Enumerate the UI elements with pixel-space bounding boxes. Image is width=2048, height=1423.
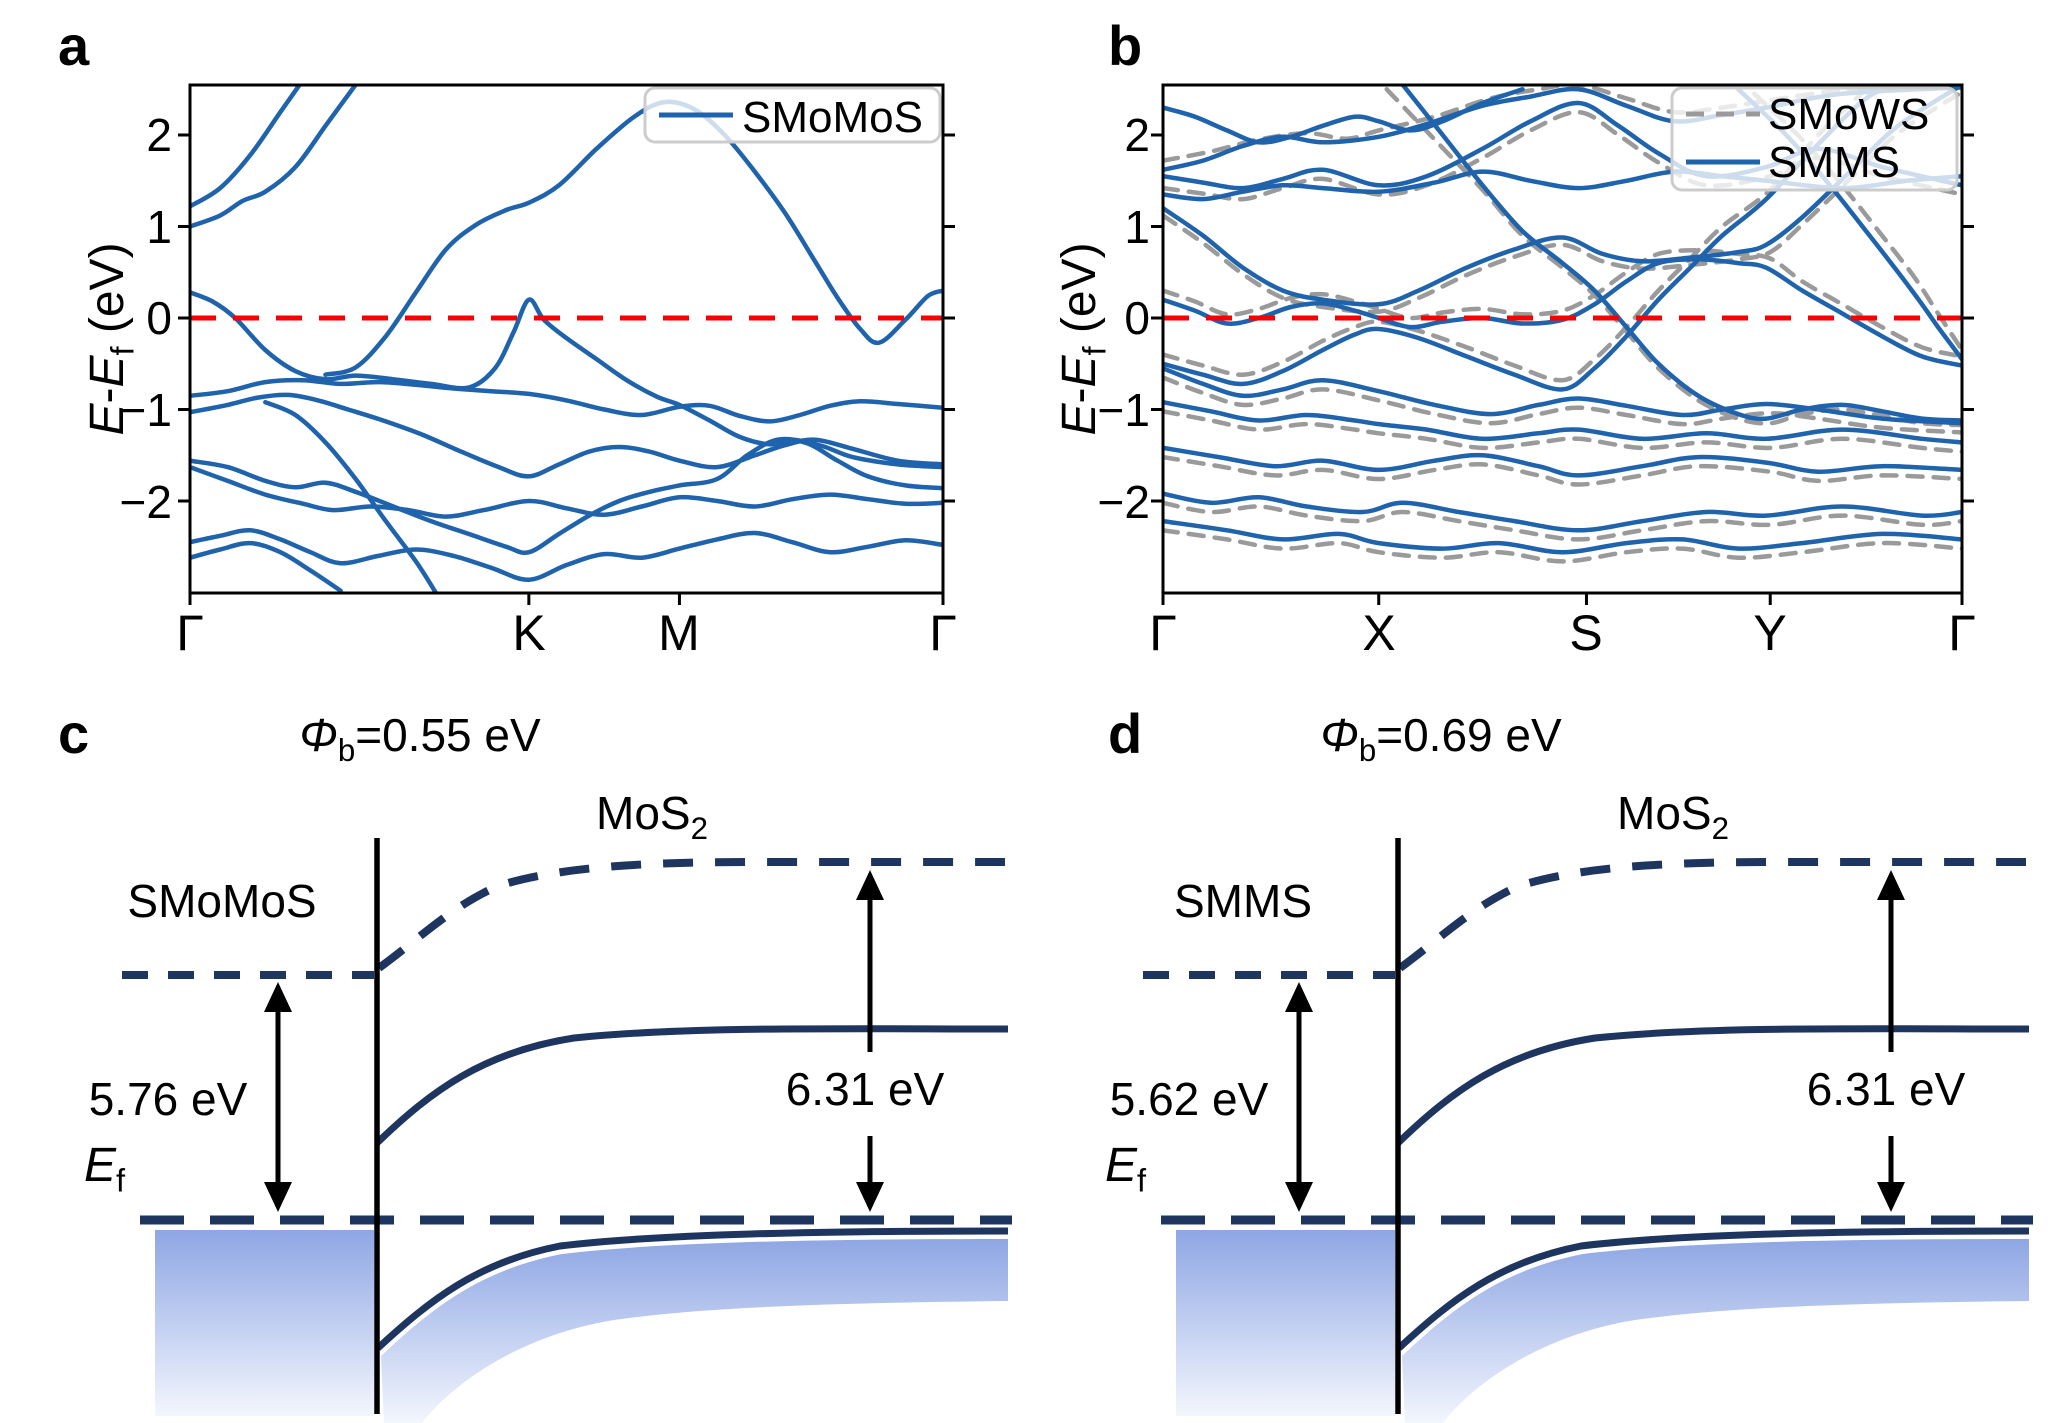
conduction-band-curve — [374, 1025, 1009, 1146]
panel-d-letter: d — [1108, 702, 1143, 765]
panel-b-ytick-m1: −1 — [1097, 384, 1150, 436]
ef-base: E — [84, 1139, 117, 1192]
panel-c-right-material-label: MoS2 — [596, 787, 708, 844]
mos2-sub: 2 — [690, 811, 708, 847]
axis-ticks-panel-a — [178, 133, 955, 605]
metal-band-curve — [375, 1227, 1009, 1351]
panel-c-left-material-label: SMoMoS — [127, 875, 317, 927]
work-function-arrow-right — [856, 870, 884, 1212]
vacuum-level-right-dashed — [376, 858, 1005, 972]
panel-c-letter: c — [58, 702, 90, 765]
panel-c-title: Φb=0.55 eV — [299, 709, 541, 766]
phi-sub: b — [337, 733, 356, 769]
metal-fill-right — [381, 1239, 1008, 1423]
legend-panel-a — [643, 86, 942, 144]
vacuum-level-right-dashed — [1397, 858, 2026, 972]
metal-fill-left — [155, 1230, 374, 1416]
panel-a-xtick-k: K — [512, 605, 546, 661]
band-lines-panel-a — [190, 85, 943, 593]
work-function-arrow-left — [1285, 982, 1313, 1212]
panel-a-legend-label-smomos: SMoMoS — [742, 93, 923, 142]
panel-a-ytick-m1: −1 — [119, 384, 172, 436]
panel-d-title: Φb=0.69 eV — [1320, 709, 1562, 766]
phi-symbol: Φ — [299, 709, 338, 761]
panel-c-fermi-label: Ef — [84, 1139, 125, 1197]
axis-ticks-panel-b — [1151, 133, 1974, 605]
phi-value: =0.55 eV — [355, 709, 541, 761]
panel-b-ytick-m2: −2 — [1097, 476, 1150, 528]
panel-a-letter: a — [58, 14, 90, 77]
panel-a-ytick-0: 0 — [146, 292, 172, 344]
panel-a-xtick-gamma1: Γ — [176, 605, 204, 661]
panel-b-legend-label-smms: SMMS — [1768, 138, 1900, 187]
panel-c-right-value: 6.31 eV — [785, 1063, 945, 1115]
panel-b-letter: b — [1108, 14, 1143, 77]
panel-b-xtick-gamma2: Γ — [1948, 605, 1976, 661]
work-function-arrow-right — [1877, 870, 1905, 1212]
band-diagram-panel-c — [122, 838, 1012, 1423]
panel-d-fermi-label: Ef — [1105, 1139, 1146, 1197]
metal-fill-right — [1402, 1239, 2029, 1423]
ylabel-e2: E — [81, 355, 134, 388]
panel-b-xtick-s: S — [1569, 605, 1603, 661]
panel-a-xtick-m: M — [658, 605, 700, 661]
panel-b-legend-label-smows: SMoWS — [1768, 90, 1930, 139]
panel-b-ytick-2: 2 — [1124, 109, 1150, 161]
mos2-base: MoS — [596, 787, 691, 839]
work-function-arrow-left — [264, 982, 292, 1212]
ef-sub: f — [1137, 1161, 1147, 1199]
legend-panel-b — [1670, 86, 1959, 192]
panel-d-left-material-label: SMMS — [1174, 875, 1312, 927]
ylabel-e2: E — [1053, 355, 1106, 388]
panel-b-xtick-gamma1: Γ — [1149, 605, 1177, 661]
panel-b-xtick-y: Y — [1753, 605, 1787, 661]
panel-b-ytick-1: 1 — [1124, 201, 1150, 253]
panel-a-xtick-gamma2: Γ — [929, 605, 957, 661]
metal-fill-left — [1176, 1230, 1395, 1416]
ef-base: E — [1105, 1139, 1138, 1192]
ylabel-sub: f — [103, 346, 141, 356]
mos2-sub: 2 — [1711, 811, 1729, 847]
mos2-base: MoS — [1617, 787, 1712, 839]
panel-b-ytick-0: 0 — [1124, 292, 1150, 344]
panel-b-xtick-x: X — [1362, 605, 1396, 661]
panel-c-left-value: 5.76 eV — [88, 1073, 248, 1125]
panel-d-right-value: 6.31 eV — [1806, 1063, 1966, 1115]
plot-frame-panel-a — [188, 83, 945, 595]
ylabel-sub: f — [1075, 346, 1113, 356]
ef-sub: f — [116, 1161, 126, 1199]
phi-symbol: Φ — [1320, 709, 1359, 761]
metal-band-curve — [1396, 1227, 2030, 1351]
panel-d-left-value: 5.62 eV — [1109, 1073, 1269, 1125]
phi-sub: b — [1358, 733, 1377, 769]
conduction-band-curve — [1395, 1025, 2030, 1146]
band-diagram-panel-d — [1143, 838, 2033, 1423]
panel-a-ytick-m2: −2 — [119, 476, 172, 528]
panel-d-right-material-label: MoS2 — [1617, 787, 1729, 844]
panel-a-ytick-1: 1 — [146, 201, 172, 253]
panel-a-ytick-2: 2 — [146, 109, 172, 161]
plot-frame-panel-b — [1161, 83, 1964, 595]
phi-value: =0.69 eV — [1376, 709, 1562, 761]
